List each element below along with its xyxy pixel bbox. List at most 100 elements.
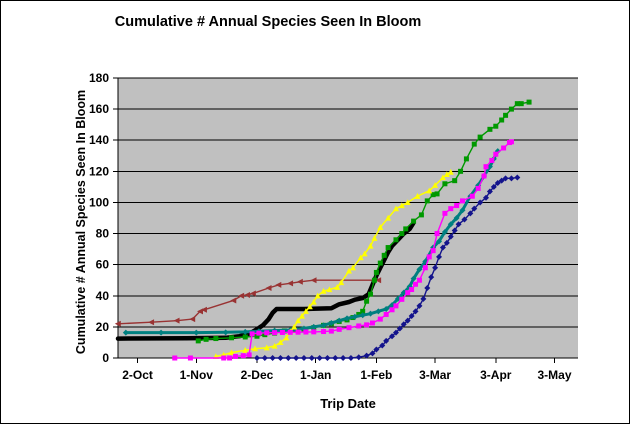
series-marker-yellow-series [439, 174, 446, 181]
series-marker-magenta-series [422, 265, 428, 271]
y-tick-label: 160 [89, 102, 109, 116]
series-marker-green-series [458, 168, 464, 174]
series-marker-magenta-series [240, 353, 246, 359]
series-marker-green-series [518, 101, 524, 107]
series-marker-navy-series [447, 233, 454, 240]
series-marker-yellow-series [414, 193, 421, 199]
series-marker-magenta-series [321, 329, 327, 335]
series-marker-navy-series [324, 355, 331, 361]
series-marker-navy-series [300, 355, 307, 361]
series-line-maroon-series [117, 279, 379, 325]
series-marker-maroon-series [114, 320, 121, 327]
series-marker-magenta-series [434, 231, 440, 237]
series-marker-yellow-series [447, 168, 454, 175]
series-marker-magenta-series [346, 325, 352, 331]
series-marker-green-series [254, 333, 260, 339]
series-marker-navy-series [373, 346, 380, 353]
series-marker-maroon-series [375, 277, 382, 284]
series-marker-navy-series [428, 274, 435, 281]
series-marker-navy-series [293, 355, 300, 361]
series-marker-yellow-series [371, 235, 378, 241]
series-marker-green-series [360, 308, 366, 314]
series-marker-navy-series [416, 302, 423, 309]
series-marker-navy-series [340, 355, 347, 361]
series-marker-yellow-series [302, 308, 309, 314]
series-marker-navy-series [347, 355, 354, 361]
series-marker-magenta-series [187, 355, 193, 361]
series-marker-green-series [195, 338, 201, 344]
series-marker-teal-series [367, 310, 374, 317]
series-marker-green-series [213, 336, 219, 342]
series-marker-magenta-series [295, 329, 301, 335]
series-marker-magenta-series [246, 352, 252, 358]
series-marker-teal-series [410, 275, 417, 282]
series-marker-navy-series [432, 264, 439, 271]
series-marker-magenta-series [475, 185, 481, 191]
series-marker-navy-series [308, 355, 315, 361]
x-tick-label: 2-Oct [122, 368, 153, 382]
series-marker-magenta-series [369, 320, 375, 326]
series-marker-yellow-series [361, 250, 368, 257]
series-marker-magenta-series [469, 193, 475, 199]
series-marker-green-series [471, 141, 477, 147]
series-marker-navy-series [383, 337, 390, 344]
series-marker-teal-series [441, 229, 448, 235]
series-marker-yellow-series [404, 199, 411, 206]
series-marker-navy-series [420, 295, 427, 302]
series-marker-green-series [411, 218, 417, 224]
series-marker-maroon-series [243, 292, 250, 298]
series-marker-maroon-series [230, 297, 237, 304]
series-marker-magenta-series [399, 296, 405, 302]
series-marker-green-series [368, 291, 374, 297]
series-marker-yellow-series [252, 345, 259, 352]
series-marker-magenta-series [508, 139, 514, 145]
series-marker-navy-series [461, 216, 468, 223]
series-marker-green-series [356, 311, 362, 317]
series-marker-magenta-series [377, 316, 383, 322]
series-marker-green-series [503, 112, 509, 118]
series-marker-navy-series [490, 183, 497, 190]
series-marker-magenta-series [448, 206, 454, 212]
series-marker-green-series [452, 178, 458, 184]
series-marker-green-series [393, 237, 399, 243]
series-marker-green-series [477, 134, 483, 140]
y-tick-label: 60 [96, 258, 110, 272]
series-marker-green-series [424, 198, 430, 204]
y-axis-title: Cumulative # Annual Species Seen In Bloo… [74, 89, 88, 355]
series-marker-yellow-series [263, 344, 270, 351]
series-marker-magenta-series [303, 329, 309, 335]
series-marker-green-series [242, 334, 248, 340]
y-tick-label: 180 [89, 71, 109, 85]
series-marker-navy-series [389, 333, 396, 340]
series-marker-green-series [418, 212, 424, 218]
series-marker-navy-series [471, 205, 478, 212]
series-marker-teal-series [459, 207, 466, 214]
series-marker-yellow-series [377, 224, 384, 230]
series-marker-magenta-series [442, 210, 448, 216]
series-marker-navy-series [424, 285, 431, 291]
series-marker-yellow-series [299, 312, 305, 319]
series-marker-magenta-series [336, 326, 342, 332]
series-marker-yellow-series [367, 242, 374, 249]
series-marker-green-series [377, 260, 383, 266]
series-marker-green-series [442, 181, 448, 187]
series-marker-yellow-series [242, 347, 249, 353]
x-tick-label: 3-May [538, 368, 572, 382]
series-marker-green-series [430, 192, 436, 198]
series-marker-yellow-series [228, 349, 235, 356]
series-marker-magenta-series [501, 145, 507, 151]
series-marker-navy-series [396, 325, 403, 332]
series-marker-magenta-series [454, 203, 460, 209]
series-marker-yellow-series [443, 171, 450, 178]
series-marker-yellow-series [314, 292, 321, 299]
series-marker-green-series [381, 252, 387, 258]
series-marker-yellow-series [295, 317, 302, 324]
series-marker-navy-series [363, 352, 370, 359]
series-marker-magenta-series [426, 254, 432, 260]
series-marker-magenta-series [232, 353, 238, 359]
series-marker-green-series [385, 245, 391, 251]
series-marker-yellow-series [345, 267, 352, 274]
series-marker-magenta-series [383, 311, 389, 317]
series-marker-green-series [463, 156, 469, 162]
series-marker-navy-series [369, 350, 376, 357]
